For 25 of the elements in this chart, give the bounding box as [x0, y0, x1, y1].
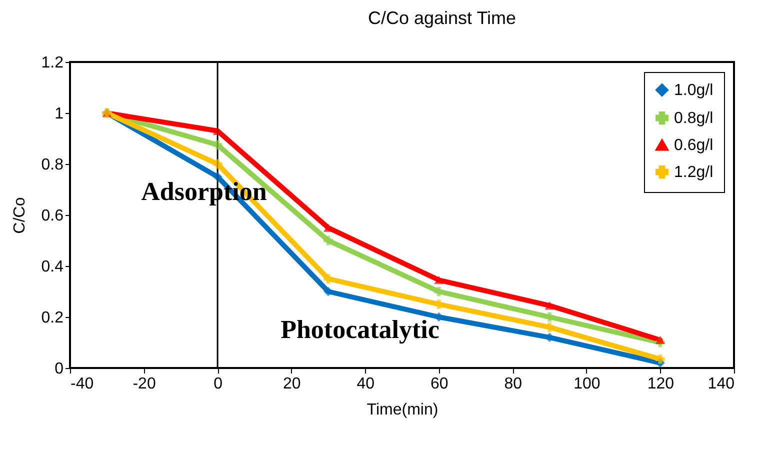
legend-label: 1.2g/l — [674, 164, 714, 181]
x-tick-label: 0 — [214, 376, 223, 392]
y-tick-label: 1.2 — [41, 54, 64, 72]
x-tick-label: -40 — [70, 376, 94, 392]
y-tick-label: 0.2 — [41, 310, 64, 326]
legend-label: 0.6g/l — [674, 137, 714, 154]
x-tick-label: 120 — [647, 376, 674, 392]
x-tick-label: 100 — [574, 376, 600, 392]
y-tick-label: 0.8 — [41, 156, 64, 174]
y-tick-label: 1 — [54, 106, 64, 122]
y-tick-label: 0 — [54, 360, 64, 378]
legend-label: 0.8g/l — [674, 110, 714, 127]
x-tick-label: 40 — [356, 376, 375, 392]
legend-label: 1.0g/l — [674, 82, 714, 99]
y-tick-label: 0.6 — [41, 208, 64, 224]
y-tick-label: 0.4 — [41, 258, 64, 276]
y-axis-title: C/Co — [11, 197, 28, 234]
chart-title: C/Co against Time — [368, 8, 516, 28]
x-tick-label: -20 — [132, 376, 156, 392]
x-tick-label: 20 — [282, 376, 301, 392]
x-tick-label: 140 — [708, 376, 735, 392]
x-axis-title: Time(min) — [366, 402, 438, 418]
x-tick-label: 80 — [504, 376, 522, 392]
x-tick-label: 60 — [430, 376, 448, 392]
annotation: Photocatalytic — [280, 315, 440, 344]
